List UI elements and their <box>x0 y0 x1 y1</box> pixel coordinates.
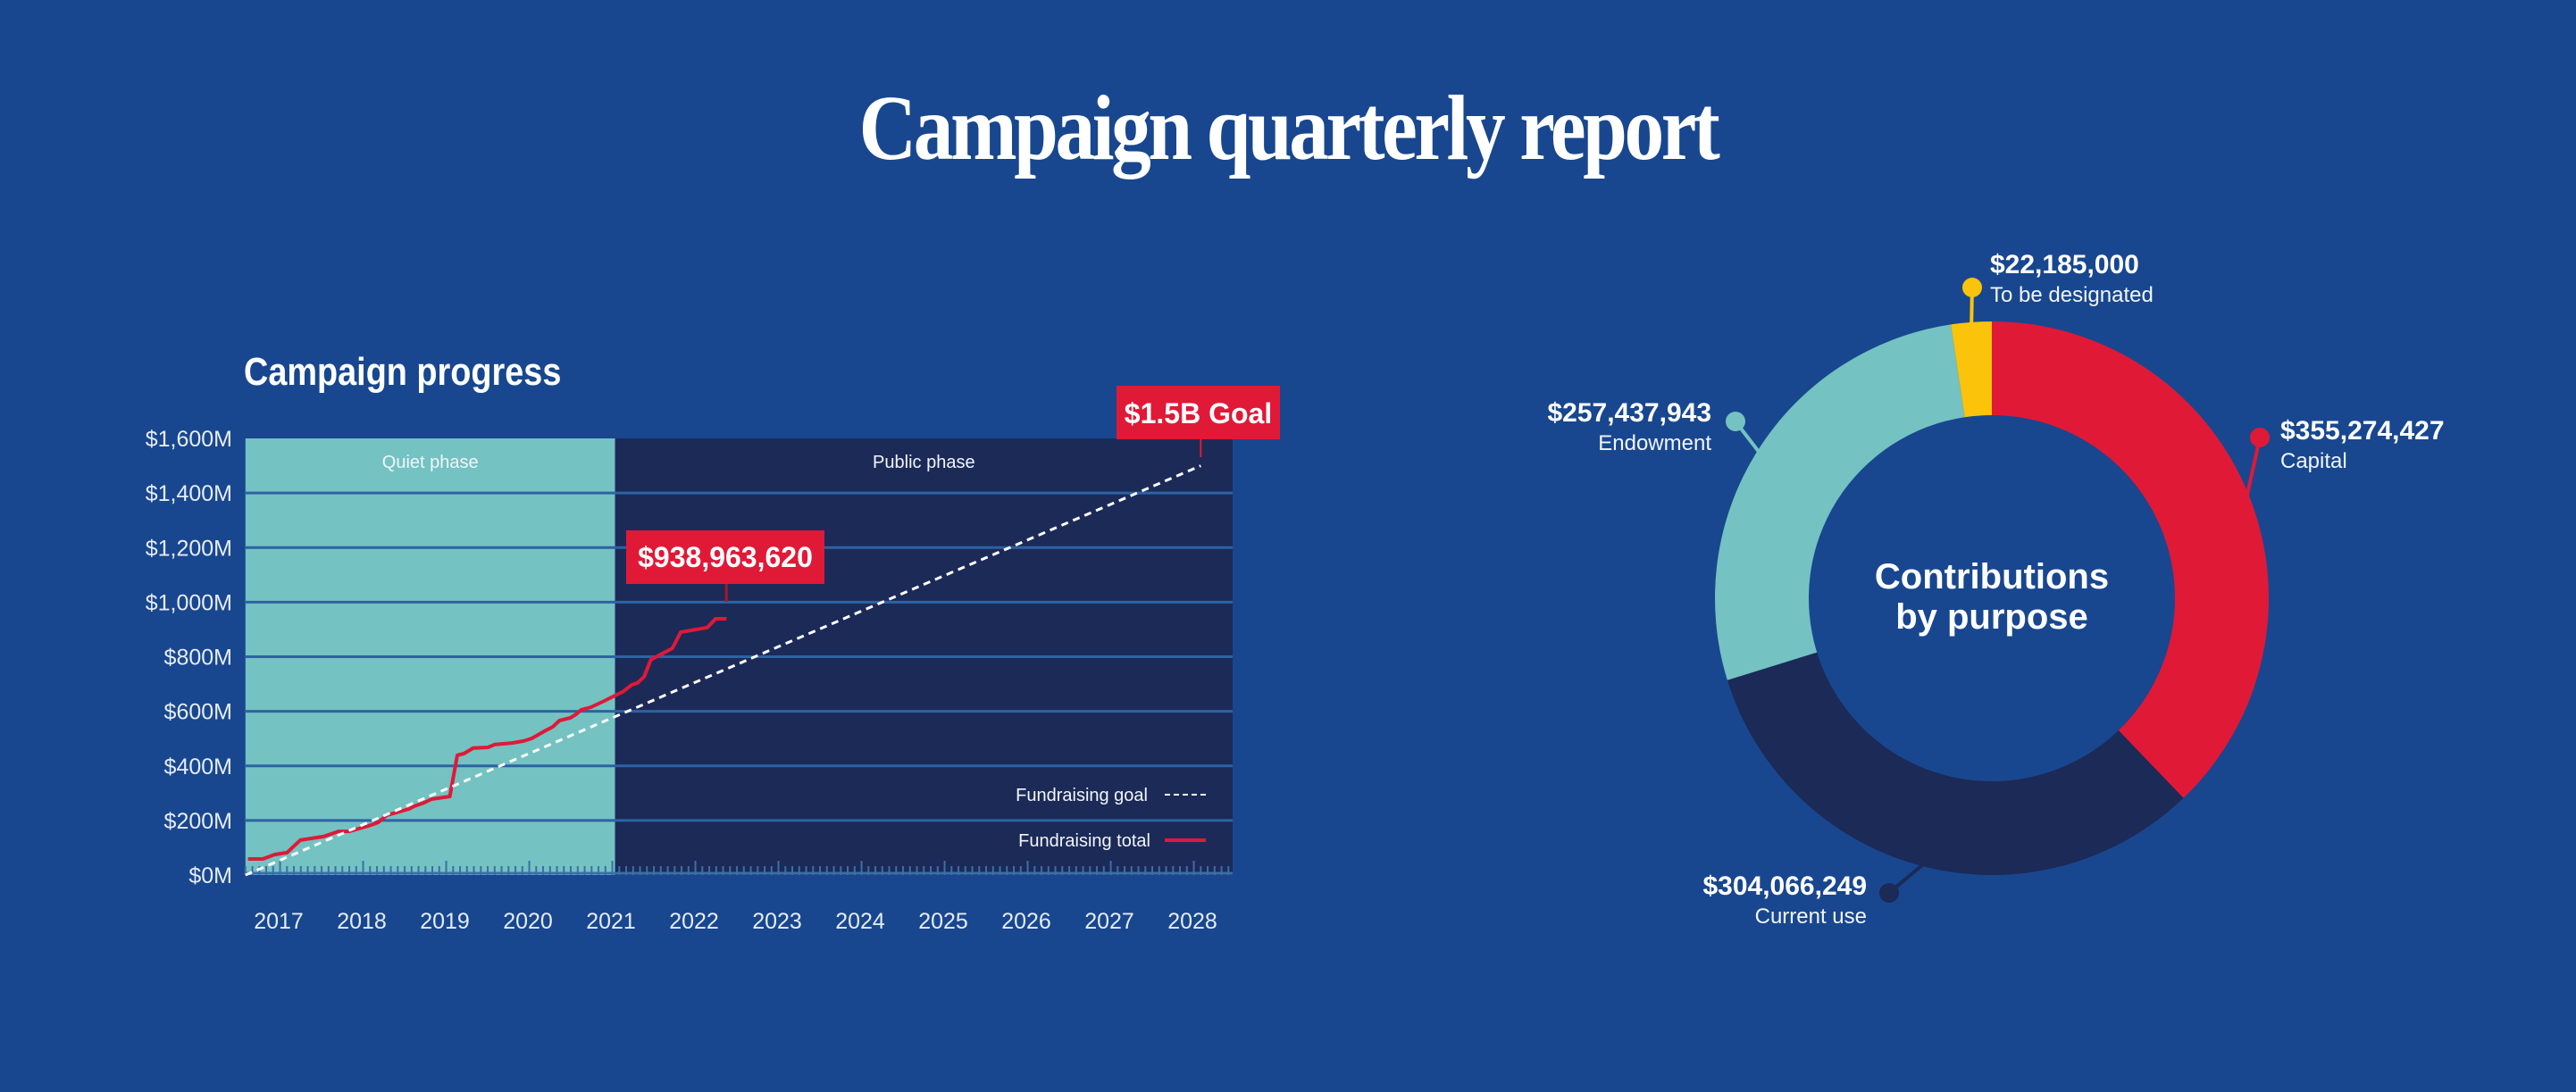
donut-value-endowment: $257,437,943 <box>1547 398 1711 428</box>
donut-marker-current-use <box>1879 883 1899 903</box>
donut-marker-capital <box>2250 428 2270 447</box>
phase-label: Public phase <box>873 453 975 472</box>
x-tick-label: 2022 <box>669 909 719 934</box>
y-tick-label: $400M <box>164 754 232 779</box>
total-callout-box <box>626 530 824 584</box>
phase-label: Quiet phase <box>382 453 479 472</box>
report-title: Campaign quarterly report <box>858 77 1720 179</box>
donut-value-capital: $355,274,427 <box>2280 416 2445 446</box>
donut-slice-to-be-designated <box>1951 321 1992 418</box>
total-callout-text: $938,963,620 <box>638 541 813 573</box>
y-tick-label: $200M <box>164 809 232 834</box>
y-tick-label: $1,000M <box>146 590 232 615</box>
donut-name-current-use: Current use <box>1755 904 1867 929</box>
goal-callout-box <box>1117 386 1280 439</box>
y-tick-label: $1,600M <box>146 427 232 452</box>
x-tick-label: 2024 <box>835 909 885 934</box>
legend-label-total: Fundraising total <box>1018 831 1150 851</box>
y-tick-label: $800M <box>164 646 232 671</box>
donut-marker-endowment <box>1726 412 1745 431</box>
legend-label-goal: Fundraising goal <box>1016 786 1148 805</box>
x-tick-label: 2026 <box>1001 909 1051 934</box>
x-tick-label: 2019 <box>420 909 470 934</box>
x-tick-label: 2025 <box>918 909 968 934</box>
donut-value-current-use: $304,066,249 <box>1702 871 1867 901</box>
donut-marker-to-be-designated <box>1962 278 1982 297</box>
x-tick-label: 2020 <box>503 909 553 934</box>
x-tick-label: 2021 <box>586 909 636 934</box>
goal-callout-text: $1.5B Goal <box>1125 397 1272 429</box>
donut-slice-current-use <box>1727 652 2184 875</box>
donut-name-endowment: Endowment <box>1598 431 1711 455</box>
y-tick-label: $1,400M <box>146 481 232 506</box>
donut-slice-endowment <box>1715 324 1965 680</box>
x-tick-label: 2028 <box>1167 909 1217 934</box>
donut-slice-capital <box>1992 321 2269 798</box>
x-tick-label: 2018 <box>337 909 387 934</box>
x-tick-label: 2027 <box>1084 909 1134 934</box>
y-tick-label: $600M <box>164 700 232 725</box>
donut-center-title-line1: Contributions <box>1875 557 2109 596</box>
line-chart-title: Campaign progress <box>244 350 562 394</box>
y-tick-label: $1,200M <box>146 536 232 561</box>
goal-line <box>245 464 1201 877</box>
donut-leader-capital <box>2245 437 2262 496</box>
donut-center-title-line2: by purpose <box>1895 597 2088 637</box>
x-tick-label: 2023 <box>752 909 802 934</box>
donut-value-to-be-designated: $22,185,000 <box>1990 250 2139 279</box>
donut-name-to-be-designated: To be designated <box>1990 283 2154 307</box>
x-tick-label: 2017 <box>254 909 304 934</box>
donut-name-capital: Capital <box>2280 449 2347 473</box>
y-tick-label: $0M <box>188 863 232 888</box>
